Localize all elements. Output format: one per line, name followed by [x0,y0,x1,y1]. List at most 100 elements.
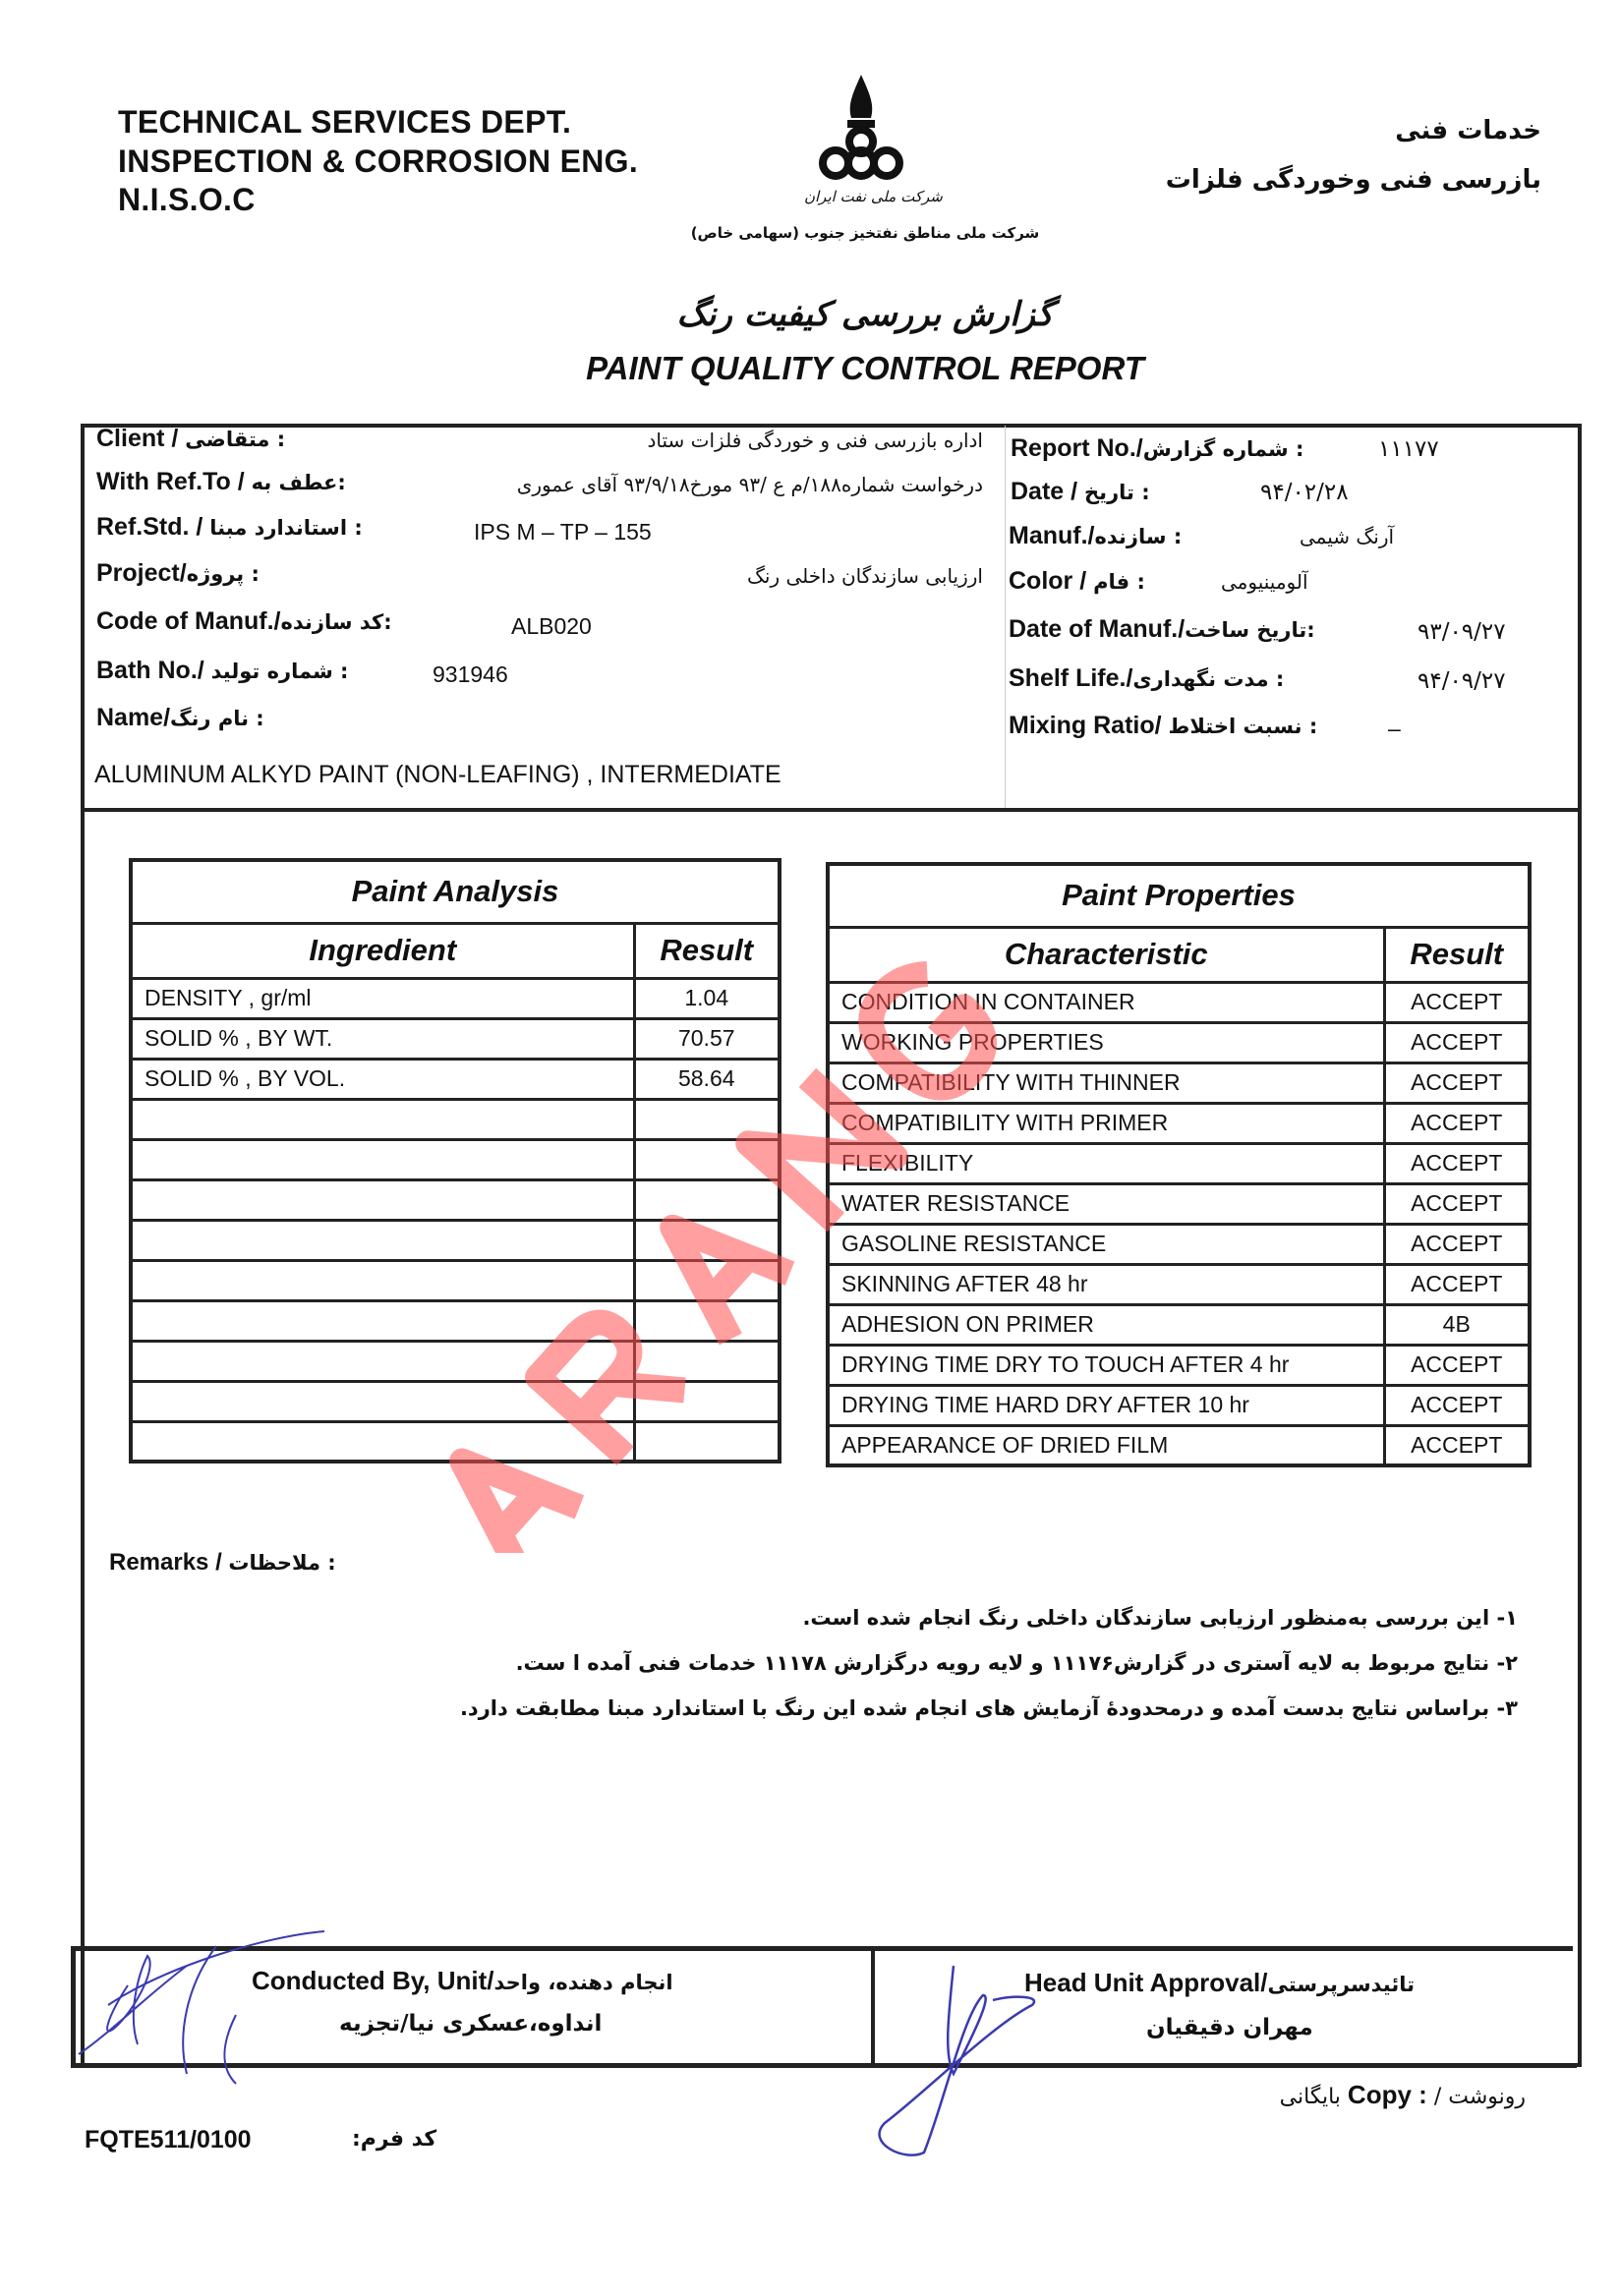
col-ingredient: Ingredient [129,921,636,980]
table-row: APPEARANCE OF DRIED FILM ACCEPT [826,1423,1532,1467]
characteristic-cell: GASOLINE RESISTANCE [826,1222,1386,1266]
result-cell: 70.57 [632,1016,781,1061]
result-cell [632,1218,781,1262]
info-divider [81,808,1582,812]
characteristic-cell: WATER RESISTANCE [826,1181,1386,1226]
table-row [129,1419,781,1464]
remark-line-1: ۱- این بررسی به‌منظور ارزیابی سازندگان د… [802,1606,1518,1630]
result-cell [632,1177,781,1222]
batch-label: Bath No./ شماره تولید : [96,657,349,684]
copy-line: رونوشت / Copy : بایگانی [1280,2080,1526,2110]
manuf-date-value: ۹۳/۰۹/۲۷ [1418,619,1506,645]
table-row: WORKING PROPERTIES ACCEPT [826,1020,1532,1064]
result-cell: 1.04 [632,976,781,1020]
col-characteristic: Characteristic [826,925,1386,984]
signature-left-border [71,1946,76,2068]
report-no-label: Report No./شماره گزارش : [1011,434,1304,462]
result-cell: 4B [1382,1302,1532,1347]
properties-title: Paint Properties [826,862,1532,929]
conducted-by-label: Conducted By, Unit/انجام دهنده، واحد [252,1966,673,1995]
table-row: SOLID % , BY VOL. 58.64 [129,1057,781,1101]
batch-value: 931946 [433,661,508,687]
paint-analysis-table: Paint Analysis Ingredient Result DENSITY… [129,858,781,1464]
ref-std-label: Ref.Std. / استاندارد مبنا : [96,513,363,541]
characteristic-cell: CONDITION IN CONTAINER [826,980,1386,1024]
ingredient-cell: SOLID % , BY WT. [129,1016,636,1061]
result-cell: ACCEPT [1382,1061,1532,1105]
table-row: ADHESION ON PRIMER 4B [826,1302,1532,1347]
conducted-by-value: انداوه،عسکری نیا/تجزیه [339,2011,603,2037]
color-value: آلومینیومی [1221,570,1308,594]
result-cell: ACCEPT [1382,1141,1532,1185]
signature-column-divider [871,1946,875,2068]
result-cell [632,1339,781,1383]
report-title: PAINT QUALITY CONTROL REPORT [586,350,1144,386]
dept-line-3: N.I.S.O.C [118,182,256,217]
dept-fa-line-2: بازرسی فنی وخوردگی فلزات [1165,165,1541,195]
form-code: FQTE511/0100 [85,2126,252,2153]
table-row: WATER RESISTANCE ACCEPT [826,1181,1532,1226]
remark-line-3: ۳- براساس نتایج بدست آمده و درمحدودهٔ آز… [459,1696,1518,1720]
table-row: FLEXIBILITY ACCEPT [826,1141,1532,1185]
result-cell [632,1298,781,1343]
client-label: Client / متقاضی : [96,425,286,452]
signature-approver-icon [878,1965,1036,2156]
table-row: SKINNING AFTER 48 hr ACCEPT [826,1262,1532,1306]
result-cell: ACCEPT [1382,1101,1532,1145]
manuf-label: Manuf./سازنده : [1009,522,1183,549]
nioc-logo-icon: شرکت ملی نفت ایران [804,75,943,222]
remarks-label: Remarks / ملاحظات : [109,1549,336,1576]
result-cell [632,1097,781,1141]
characteristic-cell: ADHESION ON PRIMER [826,1302,1386,1347]
date-value: ۹۴/۰۲/۲۸ [1260,480,1349,505]
characteristic-cell: FLEXIBILITY [826,1141,1386,1185]
table-row: SOLID % , BY WT. 70.57 [129,1016,781,1061]
logo-caption: شرکت ملی نفت ایران [804,188,943,205]
signature-conductor-icon [78,1930,324,2085]
form-code-label: کد فرم: [352,2127,437,2152]
ingredient-cell [129,1097,636,1141]
table-row: CONDITION IN CONTAINER ACCEPT [826,980,1532,1024]
table-row [129,1298,781,1343]
result-cell [632,1379,781,1423]
result-cell [632,1137,781,1181]
table-row [129,1339,781,1383]
manuf-code-value: ALB020 [511,613,592,639]
ingredient-cell: DENSITY , gr/ml [129,976,636,1020]
approval-label: Head Unit Approval/تائیدسرپرستی [1024,1968,1416,1997]
table-row: DRYING TIME HARD DRY AFTER 10 hr ACCEPT [826,1383,1532,1427]
result-cell: ACCEPT [1382,1383,1532,1427]
characteristic-cell: SKINNING AFTER 48 hr [826,1262,1386,1306]
company-name-fa: شرکت ملی مناطق نفتخیز جنوب (سهامی خاص) [690,224,1040,242]
signature-bottom-border [71,2063,1577,2068]
ingredient-cell [129,1419,636,1464]
mixing-ratio-label: Mixing Ratio/ نسبت اختلاط : [1009,712,1318,739]
remark-line-2: ۲- نتایج مربوط به لایه آستری در گزارش۱۱۱… [515,1651,1518,1675]
ref-std-value: IPS M – TP – 155 [474,519,652,545]
characteristic-cell: COMPATIBILITY WITH THINNER [826,1061,1386,1105]
approval-value: مهران دقیقیان [1146,2015,1313,2040]
col-result: Result [632,921,781,980]
name-label: Name/نام رنگ : [96,704,264,731]
manuf-date-label: Date of Manuf./تاریخ ساخت: [1009,615,1315,643]
project-label: Project/پروژه : [96,559,260,587]
signature-divider [71,1946,1573,1951]
characteristic-cell: DRYING TIME DRY TO TOUCH AFTER 4 hr [826,1343,1386,1387]
copy-label: Copy : [1347,2080,1427,2109]
copy-label-fa: رونوشت / [1433,2085,1526,2109]
client-value: اداره بازرسی فنی و خوردگی فلزات ستاد [647,429,983,452]
table-row: DRYING TIME DRY TO TOUCH AFTER 4 hr ACCEP… [826,1343,1532,1387]
table-row [129,1218,781,1262]
characteristic-cell: DRYING TIME HARD DRY AFTER 10 hr [826,1383,1386,1427]
characteristic-cell: APPEARANCE OF DRIED FILM [826,1423,1386,1467]
ingredient-cell [129,1218,636,1262]
ingredient-cell [129,1379,636,1423]
ingredient-cell: SOLID % , BY VOL. [129,1057,636,1101]
characteristic-cell: COMPATIBILITY WITH PRIMER [826,1101,1386,1145]
result-cell: ACCEPT [1382,1423,1532,1467]
report-title-fa: گزارش بررسی کیفیت رنگ [676,295,1054,334]
ref-to-value: درخواست شماره۱۸۸/م ع /۹۳ مورخ۹۳/۹/۱۸ آقا… [516,473,983,496]
manuf-value: آرنگ شیمی [1300,525,1395,548]
table-row [129,1097,781,1141]
project-value: ارزیابی سازندگان داخلی رنگ [747,564,983,588]
